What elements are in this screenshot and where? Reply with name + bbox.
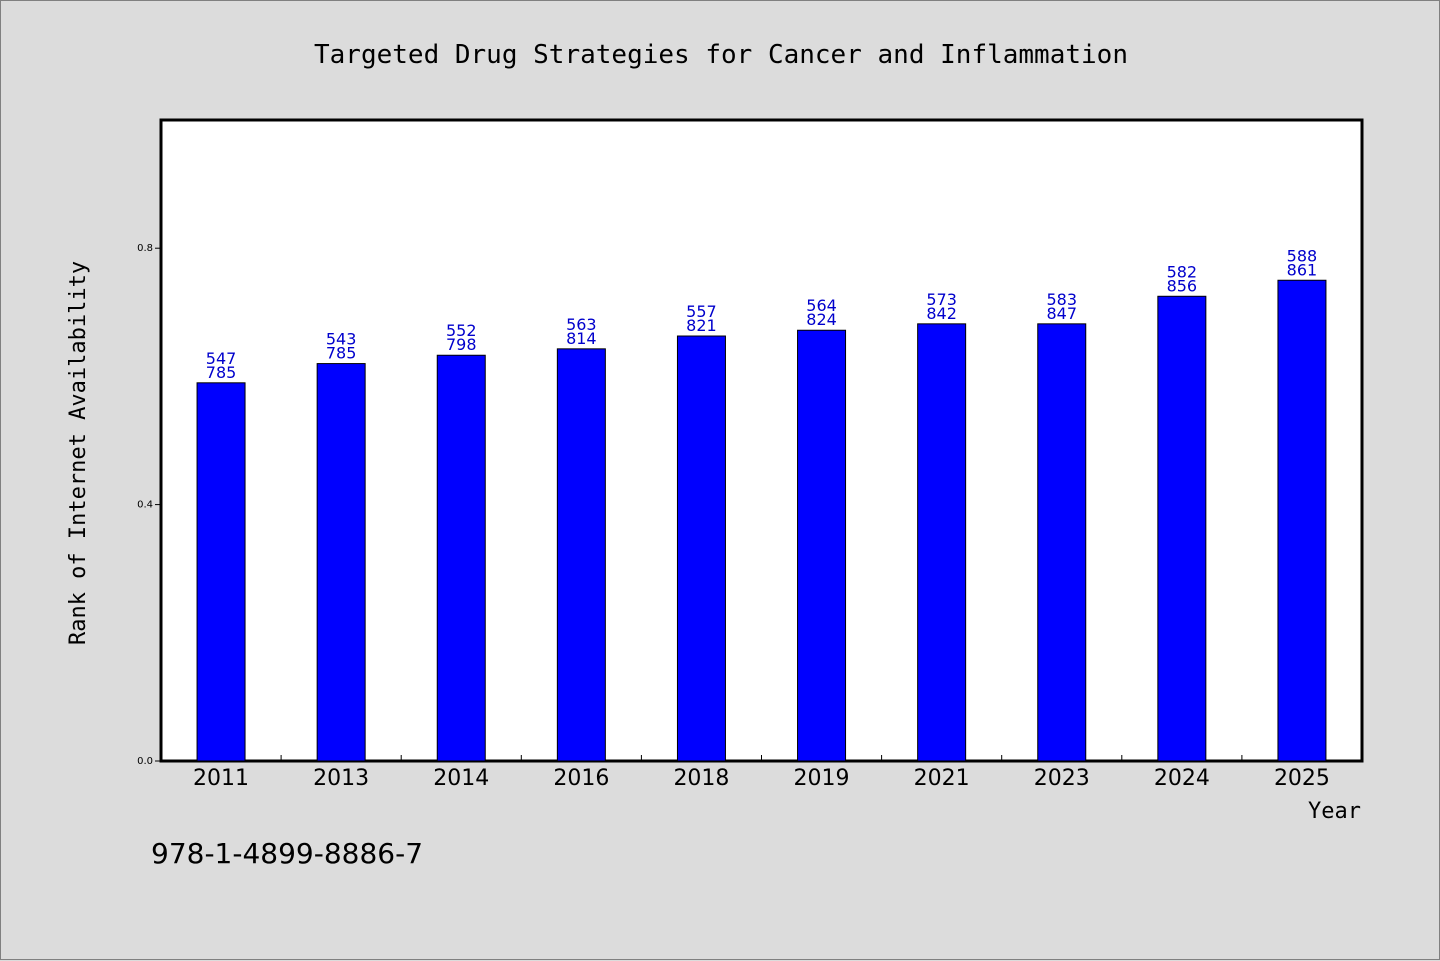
data-label-bottom: 821 [686, 316, 717, 335]
data-label-bottom: 842 [926, 304, 957, 323]
data-label-bottom: 861 [1287, 260, 1318, 279]
data-label-top: 583 [1046, 290, 1077, 309]
x-tick-label: 2021 [914, 766, 970, 791]
bar [556, 348, 606, 762]
x-axis: 2011 2013 2014 2016 2018 2019 2021 2023 2024 2025 [193, 755, 1330, 791]
x-tick-label: 2025 [1274, 766, 1330, 791]
bar [917, 323, 967, 762]
x-tick-label: 2016 [553, 766, 609, 791]
bar [797, 329, 847, 762]
y-tick-label: 0.0 [137, 756, 153, 767]
bar [196, 382, 246, 762]
data-labels: 5477855437855527985638145578215648245738… [206, 246, 1317, 382]
bar [1037, 323, 1087, 762]
x-tick-label: 2019 [794, 766, 850, 791]
bar [1277, 279, 1327, 762]
x-tick-label: 2018 [673, 766, 729, 791]
data-label-bottom: 785 [326, 344, 357, 363]
data-label-bottom: 785 [206, 363, 237, 382]
data-label-top: 547 [206, 349, 237, 368]
x-tick-label: 2024 [1154, 766, 1210, 791]
bar [676, 335, 726, 762]
data-label-bottom: 824 [806, 310, 837, 329]
data-label-bottom: 798 [446, 335, 477, 354]
bar [436, 354, 486, 762]
x-axis-title: Year [1308, 799, 1361, 824]
x-tick-label: 2023 [1034, 766, 1090, 791]
data-label-bottom: 856 [1167, 276, 1198, 295]
y-axis: 0.0 0.4 0.8 [137, 243, 161, 767]
x-tick-label: 2014 [433, 766, 489, 791]
bar [316, 363, 366, 762]
y-axis-title: Rank of Internet Availability [66, 261, 91, 645]
x-tick-label: 2013 [313, 766, 369, 791]
bars [196, 279, 1327, 762]
data-label-top: 552 [446, 321, 477, 340]
data-label-top: 588 [1287, 246, 1318, 265]
data-label-bottom: 847 [1046, 304, 1077, 323]
y-tick-label: 0.4 [137, 500, 153, 511]
data-label-bottom: 814 [566, 329, 597, 348]
x-tick-label: 2011 [193, 766, 249, 791]
y-tick-label: 0.8 [137, 243, 153, 254]
chart-title: Targeted Drug Strategies for Cancer and … [314, 40, 1128, 70]
data-label-top: 563 [566, 315, 597, 334]
bar [1157, 295, 1207, 762]
data-label-top: 582 [1167, 262, 1198, 281]
data-label-top: 564 [806, 296, 837, 315]
data-label-top: 573 [926, 290, 957, 309]
data-label-top: 557 [686, 302, 717, 321]
data-label-top: 543 [326, 330, 357, 349]
footnote-isbn: 978-1-4899-8886-7 [151, 837, 423, 870]
